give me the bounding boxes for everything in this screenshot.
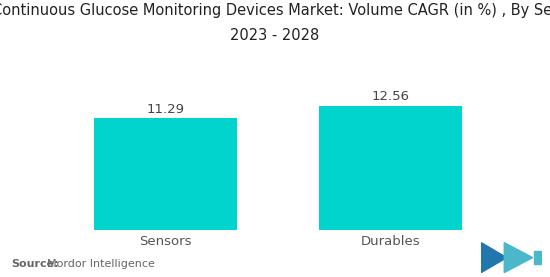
Text: Korea Continuous Glucose Monitoring Devices Market: Volume CAGR (in %) , By Segm: Korea Continuous Glucose Monitoring Devi… xyxy=(0,3,550,18)
Text: 2023 - 2028: 2023 - 2028 xyxy=(230,28,320,43)
Bar xyxy=(318,106,462,230)
Bar xyxy=(534,251,542,264)
Polygon shape xyxy=(504,243,532,273)
Text: 11.29: 11.29 xyxy=(146,103,184,116)
Text: 12.56: 12.56 xyxy=(371,91,409,104)
Bar xyxy=(94,119,237,230)
Polygon shape xyxy=(481,243,507,273)
Text: Source:: Source: xyxy=(11,259,59,269)
Text: Mordor Intelligence: Mordor Intelligence xyxy=(40,259,155,269)
